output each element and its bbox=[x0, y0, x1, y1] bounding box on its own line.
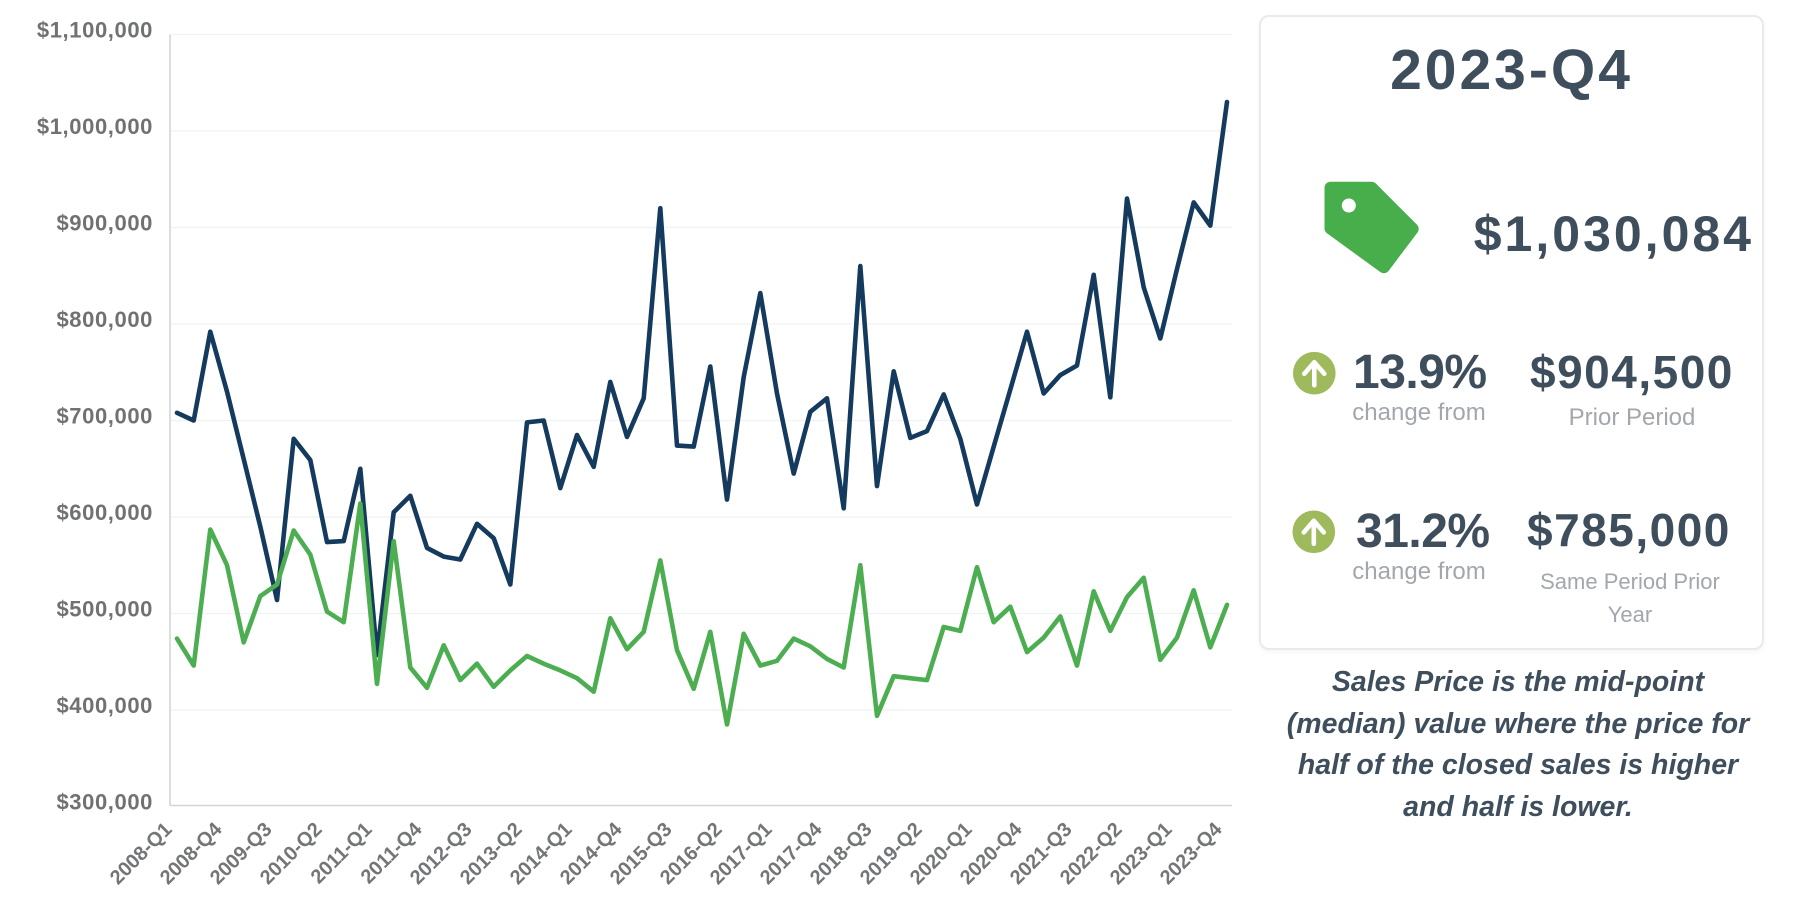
svg-text:$1,000,000: $1,000,000 bbox=[37, 114, 153, 139]
svg-text:$500,000: $500,000 bbox=[56, 597, 153, 622]
svg-text:$600,000: $600,000 bbox=[56, 500, 153, 525]
svg-text:$1,100,000: $1,100,000 bbox=[37, 18, 153, 43]
svg-text:$900,000: $900,000 bbox=[56, 211, 153, 236]
svg-text:$300,000: $300,000 bbox=[56, 790, 153, 815]
svg-text:$400,000: $400,000 bbox=[56, 693, 153, 718]
svg-text:$800,000: $800,000 bbox=[56, 307, 153, 332]
svg-text:$700,000: $700,000 bbox=[56, 404, 153, 429]
